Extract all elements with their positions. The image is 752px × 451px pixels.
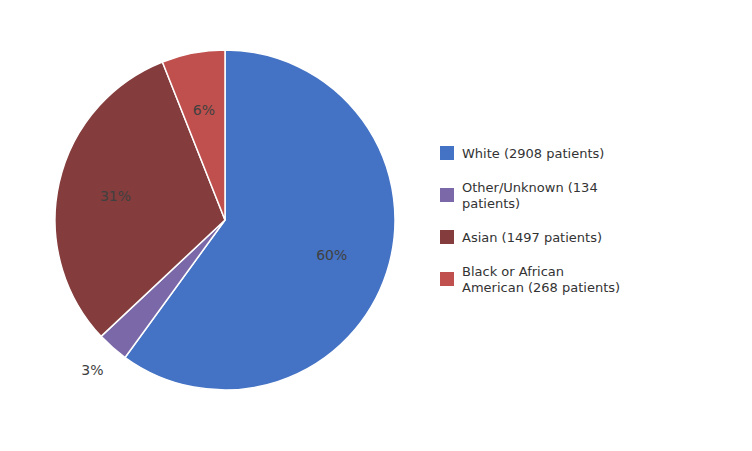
legend-swatch	[440, 230, 454, 244]
chart-container: 60% 3% 31% 6% White (2908 patients) Other/Unk…	[0, 0, 752, 451]
data-labels: 60% 3% 31% 6%	[81, 102, 347, 379]
legend-label: Asian (1497 patients)	[462, 230, 602, 245]
legend-label: Other/Unknown (134patients)	[462, 180, 598, 211]
slices	[55, 50, 395, 390]
data-label: 3%	[81, 362, 103, 378]
data-label: 60%	[316, 247, 347, 263]
legend-label: White (2908 patients)	[462, 146, 604, 161]
legend-swatch	[440, 272, 454, 286]
legend-swatch	[440, 188, 454, 202]
data-label: 31%	[100, 188, 131, 204]
data-label: 6%	[193, 102, 215, 118]
legend: White (2908 patients) Other/Unknown (134p…	[440, 146, 620, 295]
legend-label: Black or AfricanAmerican (268 patients)	[462, 264, 620, 295]
pie-slice	[55, 62, 225, 336]
legend-swatch	[440, 146, 454, 160]
pie-chart: 60% 3% 31% 6% White (2908 patients) Other/Unk…	[0, 0, 752, 451]
pie-slice	[162, 50, 225, 220]
